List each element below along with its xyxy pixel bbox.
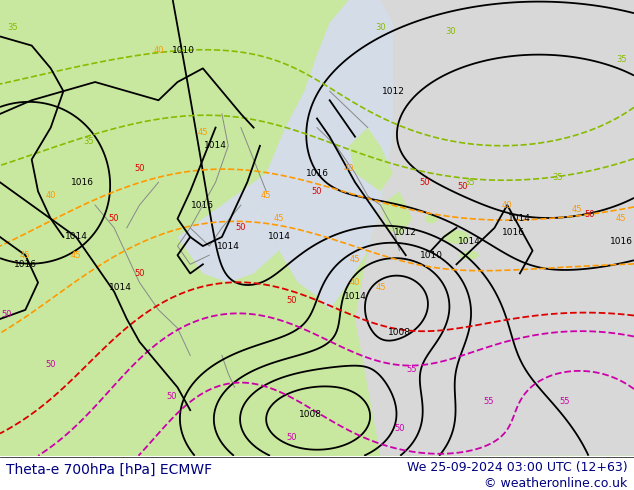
Text: 50: 50 <box>420 178 430 187</box>
Text: 45: 45 <box>20 251 30 260</box>
Polygon shape <box>349 127 393 192</box>
Text: 40: 40 <box>344 164 354 173</box>
Text: 1016: 1016 <box>14 260 37 269</box>
Text: 30: 30 <box>445 27 455 36</box>
Text: 50: 50 <box>394 424 404 433</box>
Text: 35: 35 <box>616 55 626 64</box>
Text: 50: 50 <box>134 164 145 173</box>
Text: 1008: 1008 <box>388 328 411 337</box>
Text: 1010: 1010 <box>172 46 195 54</box>
Text: 45: 45 <box>274 214 284 223</box>
Text: 40: 40 <box>350 278 360 287</box>
Text: 1014: 1014 <box>458 237 481 246</box>
Text: 45: 45 <box>71 251 81 260</box>
Text: 50: 50 <box>236 223 246 232</box>
Text: 1016: 1016 <box>306 169 328 178</box>
Text: 50: 50 <box>287 296 297 305</box>
Text: 45: 45 <box>350 255 360 264</box>
Text: 30: 30 <box>375 23 385 32</box>
Text: 1012: 1012 <box>382 87 404 96</box>
Polygon shape <box>241 0 393 310</box>
Text: 1016: 1016 <box>610 237 633 246</box>
Text: 35: 35 <box>464 178 474 187</box>
Text: 1014: 1014 <box>508 214 531 223</box>
Text: 35: 35 <box>8 23 18 32</box>
Polygon shape <box>178 192 279 283</box>
Text: 45: 45 <box>375 283 385 292</box>
Text: 50: 50 <box>287 433 297 442</box>
Text: 1014: 1014 <box>217 242 240 250</box>
Text: 50: 50 <box>46 360 56 369</box>
Text: 1014: 1014 <box>204 141 227 150</box>
Text: 1008: 1008 <box>299 410 322 419</box>
Ellipse shape <box>425 214 437 223</box>
Text: 55: 55 <box>407 365 417 373</box>
Ellipse shape <box>444 230 469 244</box>
Text: 1012: 1012 <box>394 228 417 237</box>
Text: 1016: 1016 <box>502 228 525 237</box>
Text: 50: 50 <box>1 310 11 319</box>
Text: 50: 50 <box>166 392 176 401</box>
Text: 50: 50 <box>458 182 468 191</box>
Text: 1014: 1014 <box>344 292 366 301</box>
Polygon shape <box>380 192 412 237</box>
Polygon shape <box>380 0 634 137</box>
Text: We 25-09-2024 03:00 UTC (12+63): We 25-09-2024 03:00 UTC (12+63) <box>407 461 628 474</box>
Ellipse shape <box>460 251 479 260</box>
Text: 1014: 1014 <box>65 232 87 242</box>
Polygon shape <box>355 0 634 456</box>
Text: 55: 55 <box>483 396 493 406</box>
Text: 40: 40 <box>46 192 56 200</box>
Text: 50: 50 <box>312 187 322 196</box>
Text: 50: 50 <box>109 214 119 223</box>
Text: Theta-e 700hPa [hPa] ECMWF: Theta-e 700hPa [hPa] ECMWF <box>6 463 212 476</box>
Text: 45: 45 <box>572 205 582 214</box>
Text: 35: 35 <box>84 137 94 146</box>
Text: 1016: 1016 <box>71 178 94 187</box>
Text: 35: 35 <box>553 173 563 182</box>
Text: 45: 45 <box>198 128 208 137</box>
Text: 1014: 1014 <box>109 283 132 292</box>
Text: 45: 45 <box>261 192 271 200</box>
Text: 50: 50 <box>585 210 595 219</box>
Text: 1010: 1010 <box>420 251 443 260</box>
Text: 45: 45 <box>616 214 626 223</box>
Text: 55: 55 <box>559 396 569 406</box>
Text: © weatheronline.co.uk: © weatheronline.co.uk <box>484 477 628 490</box>
Text: 40: 40 <box>153 46 164 54</box>
Text: 50: 50 <box>134 269 145 278</box>
Text: 40: 40 <box>502 200 512 210</box>
Text: 1016: 1016 <box>191 200 214 210</box>
Text: 1014: 1014 <box>268 232 290 242</box>
